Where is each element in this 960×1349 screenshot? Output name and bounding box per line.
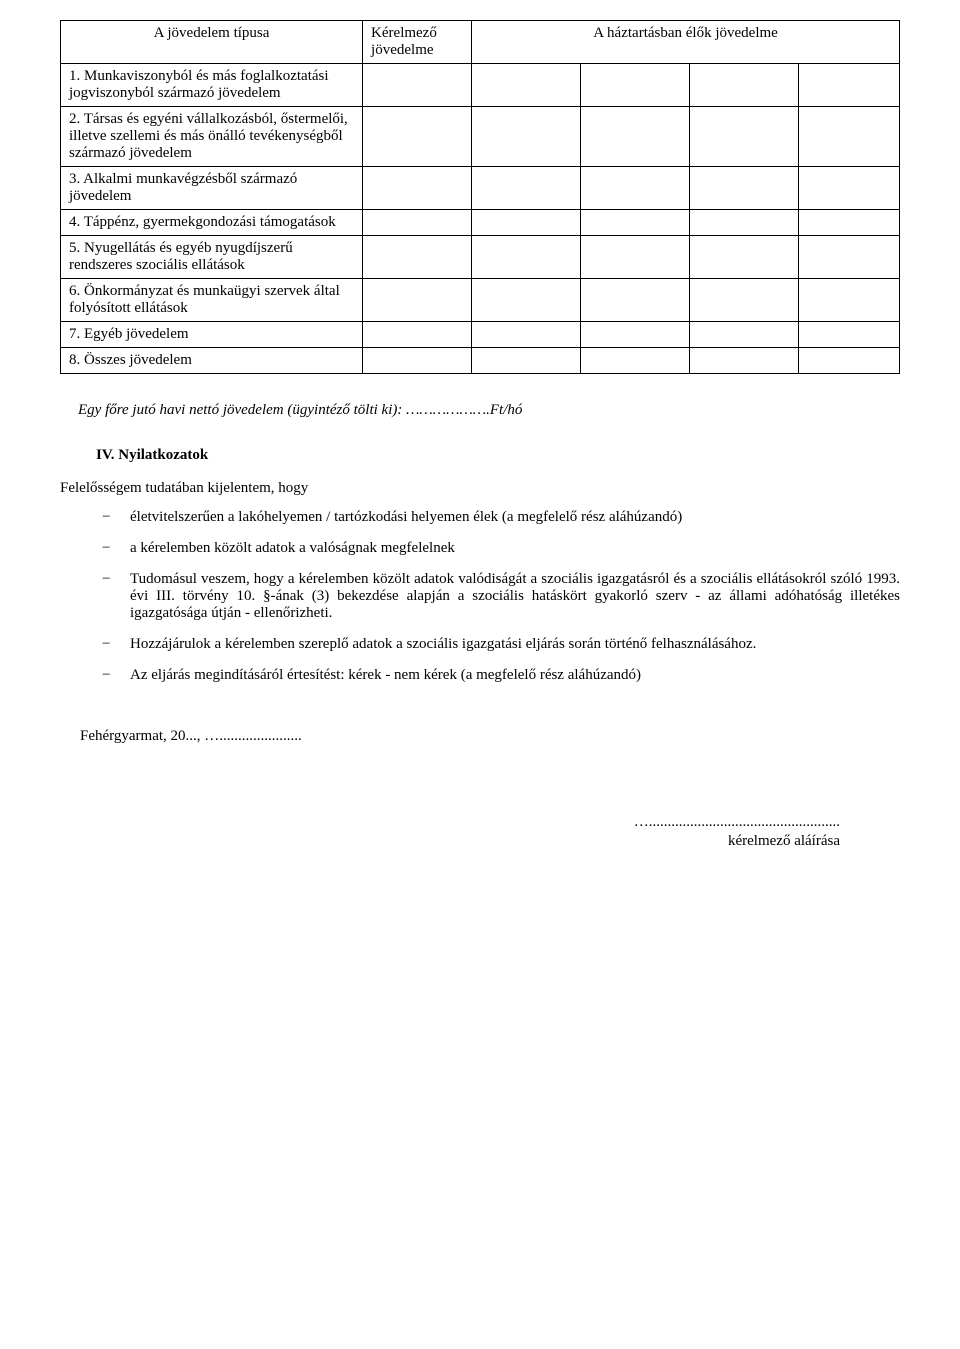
declaration-list: életvitelszerűen a lakóhelyemen / tartóz…	[60, 509, 900, 684]
row-label: 6. Önkormányzat és munkaügyi szervek ált…	[61, 279, 363, 322]
declaration-lead: Felelősségem tudatában kijelentem, hogy	[60, 480, 900, 497]
cell-req[interactable]	[363, 279, 472, 322]
section-iv-heading: IV. Nyilatkozatok	[60, 447, 900, 464]
cell-req[interactable]	[363, 64, 472, 107]
cell-h1[interactable]	[472, 107, 581, 167]
cell-req[interactable]	[363, 236, 472, 279]
list-item: Hozzájárulok a kérelemben szereplő adato…	[102, 636, 900, 653]
list-item: Tudomásul veszem, hogy a kérelemben közö…	[102, 571, 900, 622]
cell-h2[interactable]	[581, 322, 690, 348]
table-row: 6. Önkormányzat és munkaügyi szervek ált…	[61, 279, 900, 322]
cell-h2[interactable]	[581, 279, 690, 322]
cell-h4[interactable]	[799, 210, 900, 236]
cell-h4[interactable]	[799, 107, 900, 167]
cell-h3[interactable]	[690, 322, 799, 348]
row-label: 3. Alkalmi munkavégzésből származó jöved…	[61, 167, 363, 210]
cell-req[interactable]	[363, 210, 472, 236]
table-row: 7. Egyéb jövedelem	[61, 322, 900, 348]
list-item: a kérelemben közölt adatok a valóságnak …	[102, 540, 900, 557]
per-capita-line: Egy főre jutó havi nettó jövedelem (ügyi…	[60, 402, 900, 419]
header-type: A jövedelem típusa	[61, 21, 363, 64]
cell-h1[interactable]	[472, 348, 581, 374]
table-header-row: A jövedelem típusa Kérelmező jövedelme A…	[61, 21, 900, 64]
cell-h1[interactable]	[472, 322, 581, 348]
cell-h3[interactable]	[690, 107, 799, 167]
cell-h2[interactable]	[581, 236, 690, 279]
cell-h1[interactable]	[472, 279, 581, 322]
cell-req[interactable]	[363, 322, 472, 348]
cell-req[interactable]	[363, 348, 472, 374]
cell-h1[interactable]	[472, 64, 581, 107]
table-row: 8. Összes jövedelem	[61, 348, 900, 374]
table-row: 2. Társas és egyéni vállalkozásból, őste…	[61, 107, 900, 167]
row-label: 8. Összes jövedelem	[61, 348, 363, 374]
cell-req[interactable]	[363, 107, 472, 167]
table-row: 3. Alkalmi munkavégzésből származó jöved…	[61, 167, 900, 210]
cell-h4[interactable]	[799, 64, 900, 107]
signature-label: kérelmező aláírása	[60, 833, 840, 850]
income-table: A jövedelem típusa Kérelmező jövedelme A…	[60, 20, 900, 374]
cell-h3[interactable]	[690, 167, 799, 210]
cell-h2[interactable]	[581, 64, 690, 107]
list-item: életvitelszerűen a lakóhelyemen / tartóz…	[102, 509, 900, 526]
cell-h3[interactable]	[690, 279, 799, 322]
cell-h2[interactable]	[581, 167, 690, 210]
row-label: 7. Egyéb jövedelem	[61, 322, 363, 348]
row-label: 5. Nyugellátás és egyéb nyugdíjszerű ren…	[61, 236, 363, 279]
cell-h4[interactable]	[799, 348, 900, 374]
cell-h4[interactable]	[799, 279, 900, 322]
signature-line: ….......................................…	[634, 814, 840, 830]
row-label: 2. Társas és egyéni vállalkozásból, őste…	[61, 107, 363, 167]
cell-h4[interactable]	[799, 322, 900, 348]
signature-block: ….......................................…	[60, 813, 900, 850]
cell-req[interactable]	[363, 167, 472, 210]
cell-h1[interactable]	[472, 210, 581, 236]
header-household: A háztartásban élők jövedelme	[472, 21, 900, 64]
cell-h3[interactable]	[690, 64, 799, 107]
list-item: Az eljárás megindításáról értesítést: ké…	[102, 667, 900, 684]
table-row: 1. Munkaviszonyból és más foglalkoztatás…	[61, 64, 900, 107]
date-line: Fehérgyarmat, 20..., …..................…	[60, 728, 900, 745]
cell-h2[interactable]	[581, 348, 690, 374]
row-label: 1. Munkaviszonyból és más foglalkoztatás…	[61, 64, 363, 107]
cell-h1[interactable]	[472, 236, 581, 279]
table-row: 5. Nyugellátás és egyéb nyugdíjszerű ren…	[61, 236, 900, 279]
cell-h2[interactable]	[581, 210, 690, 236]
cell-h3[interactable]	[690, 210, 799, 236]
header-requester: Kérelmező jövedelme	[363, 21, 472, 64]
cell-h2[interactable]	[581, 107, 690, 167]
cell-h3[interactable]	[690, 236, 799, 279]
cell-h4[interactable]	[799, 236, 900, 279]
cell-h3[interactable]	[690, 348, 799, 374]
row-label: 4. Táppénz, gyermekgondozási támogatások	[61, 210, 363, 236]
cell-h1[interactable]	[472, 167, 581, 210]
table-row: 4. Táppénz, gyermekgondozási támogatások	[61, 210, 900, 236]
cell-h4[interactable]	[799, 167, 900, 210]
